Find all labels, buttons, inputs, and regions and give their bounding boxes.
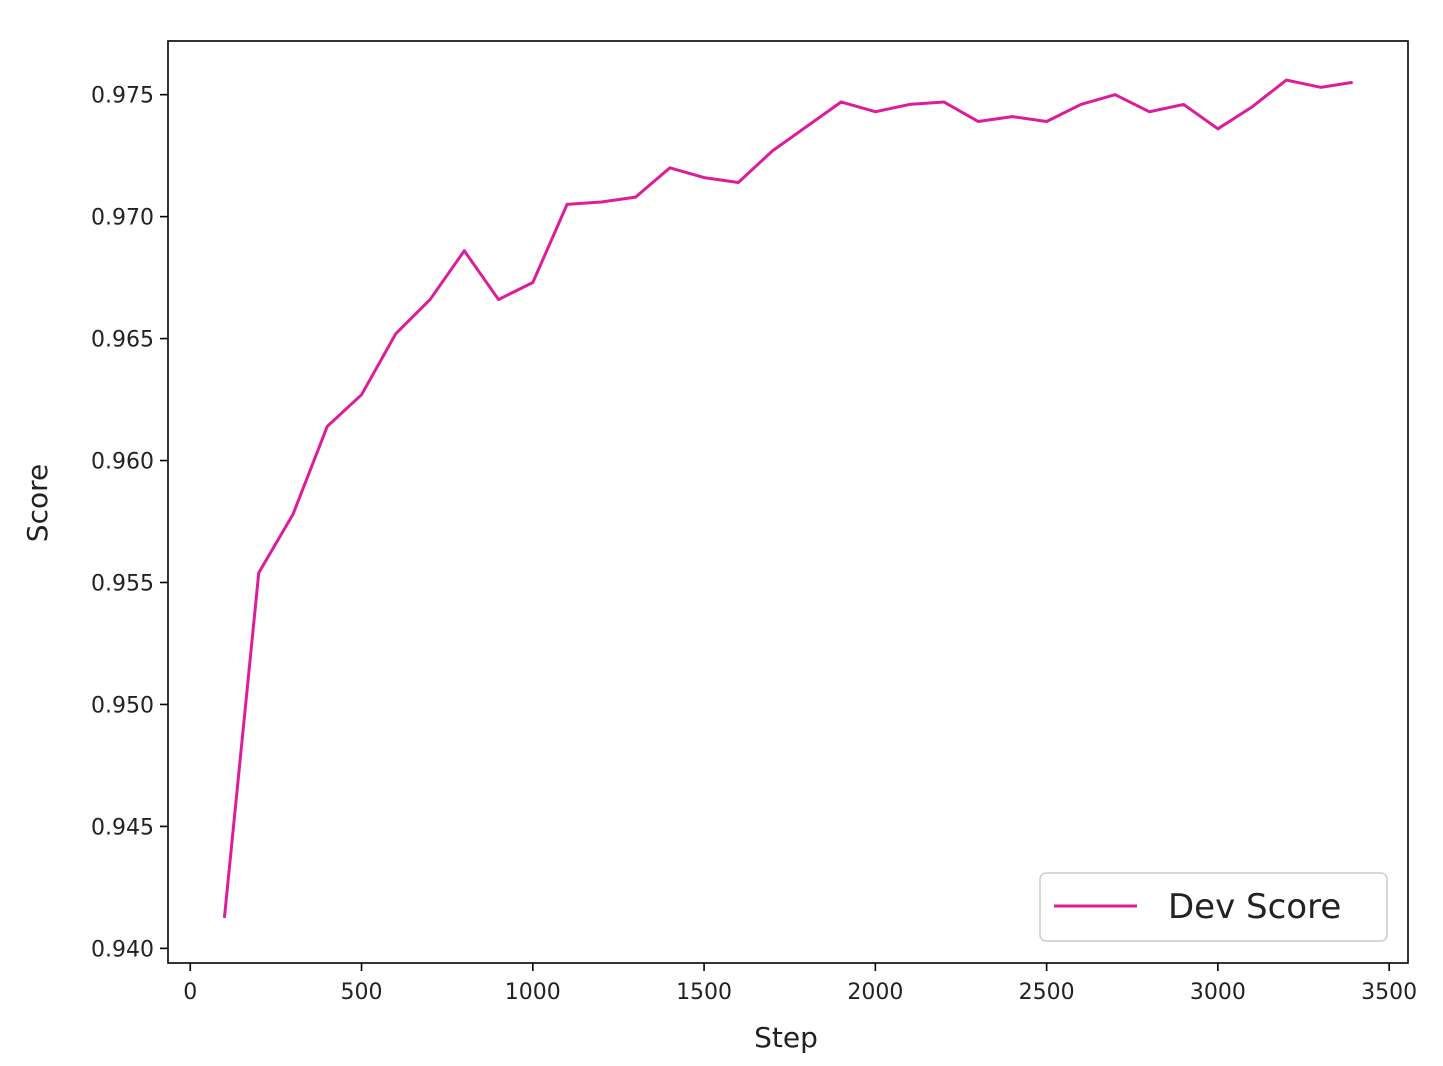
y-tick-label: 0.965 bbox=[91, 328, 154, 353]
x-tick-label: 2000 bbox=[847, 980, 903, 1005]
y-tick-label: 0.940 bbox=[91, 937, 154, 962]
x-tick-label: 1500 bbox=[676, 980, 732, 1005]
x-tick-label: 3500 bbox=[1361, 980, 1417, 1005]
y-tick-label: 0.950 bbox=[91, 693, 154, 718]
x-tick-label: 500 bbox=[341, 980, 383, 1005]
x-tick-label: 2500 bbox=[1019, 980, 1075, 1005]
x-tick-label: 0 bbox=[183, 980, 197, 1005]
y-tick-label: 0.970 bbox=[91, 206, 154, 231]
y-tick-label: 0.945 bbox=[91, 815, 154, 840]
y-tick-label: 0.975 bbox=[91, 84, 154, 109]
legend-label-dev-score: Dev Score bbox=[1168, 887, 1341, 927]
y-tick-label: 0.955 bbox=[91, 571, 154, 596]
y-axis-ticks: 0.940 0.945 0.950 0.955 0.960 0.965 0.970 0.975 bbox=[91, 84, 168, 962]
y-tick-label: 0.960 bbox=[91, 450, 154, 475]
legend: Dev Score bbox=[1039, 872, 1388, 942]
series-group bbox=[223, 78, 1353, 919]
plot-frame bbox=[167, 40, 1409, 964]
series-line-dev-score bbox=[223, 78, 1353, 919]
plot-area bbox=[168, 41, 1408, 963]
y-axis-label: Score bbox=[21, 464, 54, 542]
x-axis-ticks: 0 500 1000 1500 2000 2500 3000 3500 bbox=[183, 963, 1417, 1005]
x-axis-label: Step bbox=[754, 1021, 818, 1054]
x-tick-label: 3000 bbox=[1190, 980, 1246, 1005]
x-tick-label: 1000 bbox=[505, 980, 561, 1005]
legend-box bbox=[1039, 872, 1388, 942]
